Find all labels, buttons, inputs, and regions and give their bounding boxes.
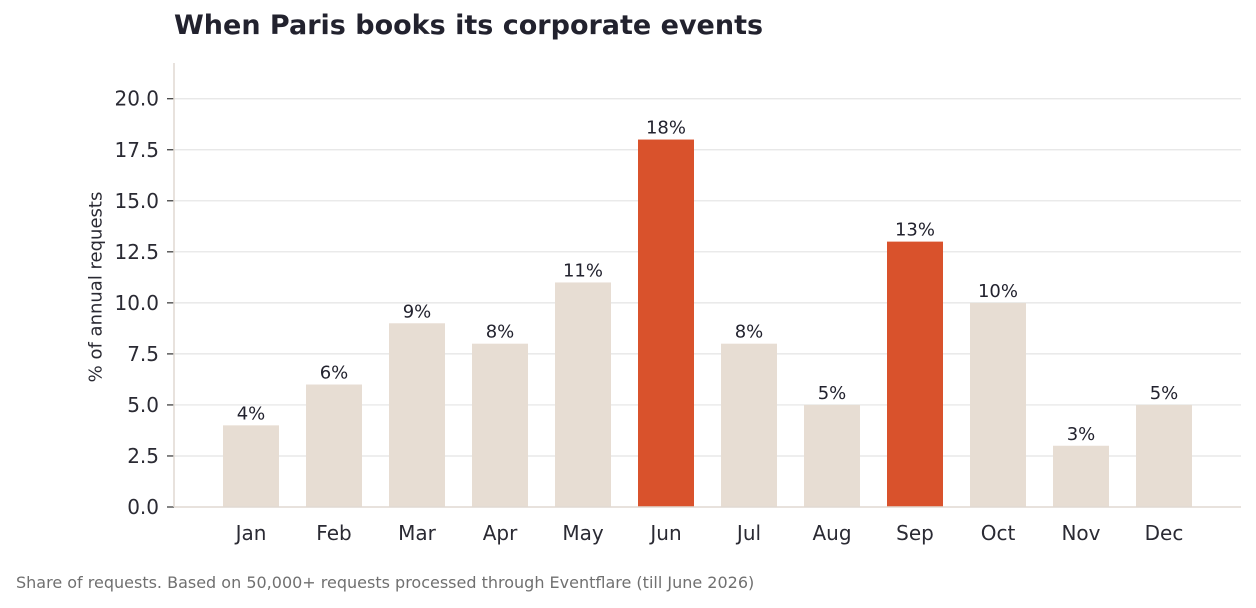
bar-value-label: 5% [1150,383,1179,404]
y-tick-label: 7.5 [127,342,159,366]
bar-value-label: 11% [563,260,603,281]
bar-value-label: 5% [818,383,847,404]
bar-value-label: 10% [978,281,1018,302]
bar-oct [970,302,1026,507]
bar-may [555,282,611,507]
bar-jul [721,343,777,507]
bar-feb [306,384,362,507]
bar-jan [223,425,279,507]
y-tick-label: 15.0 [114,189,159,213]
x-tick-label: Nov [1061,521,1100,545]
footnote: Share of requests. Based on 50,000+ requ… [16,573,755,592]
x-tick-label: Jun [648,521,681,545]
bar-value-label: 13% [895,220,935,241]
bar-value-label: 8% [735,322,764,343]
y-tick-label: 5.0 [127,393,159,417]
axes: 0.0 2.5 5.0 7.5 10.0 12.5 15.0 17.5 20.0 Jan Feb Ma… [114,63,1241,545]
bar-value-label: 8% [486,322,515,343]
x-tick-label: Mar [398,521,437,545]
y-tick-label: 12.5 [114,240,159,264]
x-tick-label: May [562,521,604,545]
bar-value-label: 18% [646,118,686,139]
x-tick-label: Apr [483,521,518,545]
chart-title: When Paris books its corporate events [174,10,764,41]
y-tick-label: 2.5 [127,444,159,468]
x-tick-label: Jan [234,521,267,545]
bar-dec [1136,404,1192,507]
y-tick-label: 20.0 [114,87,159,111]
x-tick-label: Dec [1145,521,1184,545]
bar-jun [638,139,694,507]
bar-mar [389,323,445,507]
y-tick-label: 10.0 [114,291,159,315]
y-tick-label: 0.0 [127,495,159,519]
x-tick-label: Oct [981,521,1016,545]
x-tick-label: Jul [735,521,761,545]
bar-apr [472,343,528,507]
bar-aug [804,404,860,507]
x-tick-label: Feb [316,521,351,545]
x-tick-label: Aug [812,521,851,545]
x-tick-label: Sep [896,521,934,545]
bar-sep [887,241,943,507]
bar-value-labels: 4% 6% 9% 8% 11% 18% 8% 5% 13% 10% 3% 5% [237,118,1179,445]
bar-nov [1053,445,1109,507]
bar-value-label: 4% [237,403,266,424]
bar-value-label: 9% [403,301,432,322]
y-axis-title: % of annual requests [86,192,107,383]
bars [223,139,1192,507]
bar-value-label: 3% [1067,424,1096,445]
y-tick-label: 17.5 [114,138,159,162]
bar-value-label: 6% [320,363,349,384]
